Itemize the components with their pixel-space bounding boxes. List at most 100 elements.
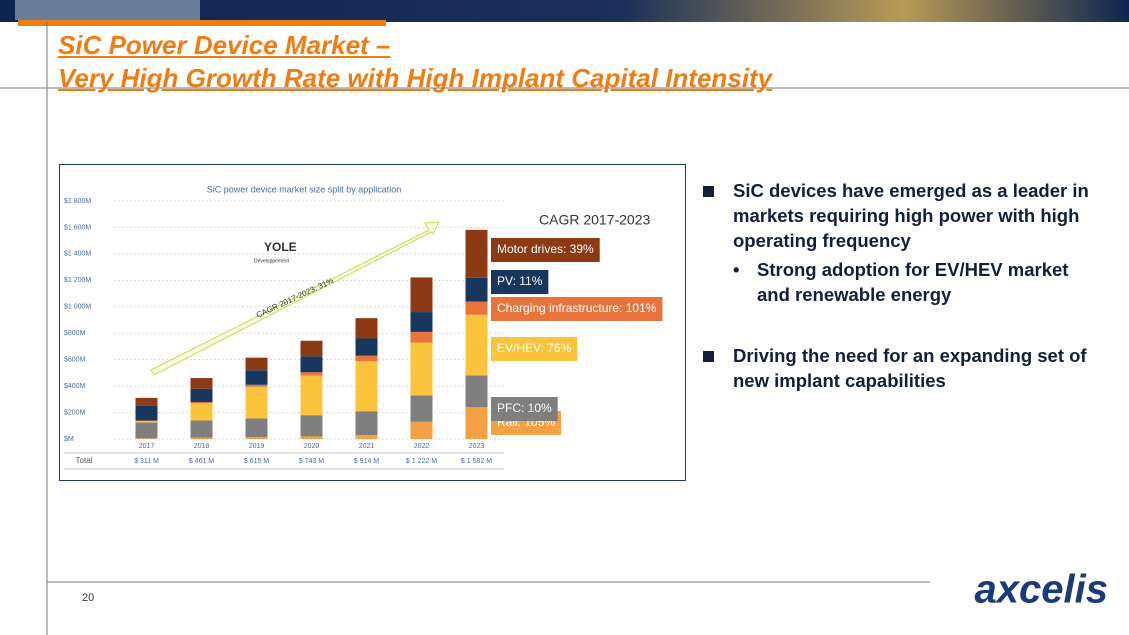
- total-label: $ 1 582 M: [461, 458, 492, 465]
- bar-segment: [410, 331, 433, 343]
- bar-segment: [245, 437, 268, 439]
- legend-entry: PV: 11%: [491, 270, 549, 294]
- legend-entry: Charging infrastructure: 101%: [491, 297, 663, 321]
- x-tick-label: 2017: [139, 443, 155, 450]
- y-tick-label: $400M: [64, 383, 86, 390]
- bar-segment: [410, 312, 433, 332]
- bar-segment: [135, 422, 158, 439]
- bar-segment: [245, 357, 268, 371]
- bar-segment: [245, 384, 268, 387]
- x-tick-label: 2020: [304, 443, 320, 450]
- legend-label: Charging infrastructure: 101%: [497, 301, 657, 315]
- bar-segment: [190, 403, 213, 421]
- bar-segment: [410, 277, 433, 313]
- legend-box: [491, 238, 600, 262]
- legend-box: [491, 297, 663, 321]
- sub-bullet: Strong adoption for EV/HEV market and re…: [733, 257, 1100, 307]
- orange-bar: [18, 20, 386, 26]
- x-tick-label: 2021: [359, 443, 375, 450]
- bar-segment: [355, 355, 378, 361]
- legend-entry: EV/HEV: 76%: [491, 337, 578, 361]
- bar-segment: [300, 356, 323, 373]
- cagr-arrow: [150, 221, 440, 376]
- x-tick-label: 2022: [414, 443, 430, 450]
- legend-entry: Motor drives: 39%: [491, 238, 600, 262]
- bar-segment: [300, 436, 323, 439]
- legend-box: [491, 337, 578, 361]
- title-line: SiC Power Device Market –: [58, 30, 391, 60]
- chart: SiC power device market size split by ap…: [59, 164, 686, 481]
- legend-box: [491, 270, 549, 294]
- total-label: $ 461 M: [189, 458, 214, 465]
- bar-segment: [355, 318, 378, 339]
- bar-segment: [465, 229, 488, 278]
- y-tick-label: $M: [64, 436, 74, 443]
- bar-segment: [465, 314, 488, 376]
- total-label: $ 311 M: [134, 458, 159, 465]
- logo-sub: Développement: [254, 258, 290, 264]
- y-tick-label: $200M: [64, 409, 86, 416]
- legend-label: EV/HEV: 76%: [497, 341, 572, 355]
- bar-segment: [245, 386, 268, 419]
- top-banner: [0, 0, 1129, 22]
- bar-segment: [190, 378, 213, 389]
- bar-segment: [300, 372, 323, 376]
- bar-segment: [245, 370, 268, 385]
- bar-segment: [135, 438, 158, 439]
- bar-segment: [355, 338, 378, 356]
- bar-segment: [190, 437, 213, 439]
- legend-label: PV: 11%: [497, 274, 543, 288]
- bar-segment: [355, 435, 378, 439]
- bar-segment: [190, 420, 213, 438]
- bar-segment: [355, 411, 378, 436]
- x-tick-label: 2018: [194, 443, 210, 450]
- bar-segment: [410, 395, 433, 422]
- logo: YOLE: [264, 240, 297, 254]
- legend-label: PFC: 10%: [497, 401, 552, 415]
- y-tick-label: $1 800M: [64, 198, 91, 205]
- bullet-list: SiC devices have emerged as a leader in …: [700, 178, 1100, 413]
- page-number: 20: [82, 592, 94, 604]
- y-tick-label: $1 400M: [64, 251, 91, 258]
- bar-segment: [465, 407, 488, 439]
- bar-segment: [465, 301, 488, 315]
- y-tick-label: $1 200M: [64, 277, 91, 284]
- bar-segment: [190, 388, 213, 402]
- bullet-text: Driving the need for an expanding set of…: [733, 345, 1087, 391]
- total-label: $ 1 222 M: [406, 458, 437, 465]
- y-tick-label: $1 600M: [64, 224, 91, 231]
- chart-title: SiC power device market size split by ap…: [207, 184, 402, 194]
- bar-segment: [300, 340, 323, 357]
- total-label: $ 615 M: [244, 458, 269, 465]
- total-label: $ 914 M: [354, 458, 379, 465]
- y-tick-label: $600M: [64, 357, 86, 364]
- bar-segment: [300, 415, 323, 437]
- legend-label: Motor drives: 39%: [497, 242, 594, 256]
- total-label: $ 743 M: [299, 458, 324, 465]
- y-tick-label: $800M: [64, 330, 86, 337]
- bar-segment: [410, 342, 433, 396]
- y-tick-label: $1 000M: [64, 304, 91, 311]
- bar-segment: [135, 405, 158, 421]
- bar-segment: [135, 420, 158, 422]
- bar-segment: [300, 375, 323, 416]
- legend-title: CAGR 2017-2023: [539, 212, 651, 228]
- bar-segment: [465, 375, 488, 408]
- bar-segment: [135, 397, 158, 406]
- bar-segment: [355, 360, 378, 412]
- total-row-label: Total: [76, 456, 93, 465]
- x-tick-label: 2019: [249, 443, 265, 450]
- bar-segment: [465, 277, 488, 302]
- bar-segment: [190, 401, 213, 404]
- legend-entry: PFC: 10%: [491, 397, 558, 421]
- banner-image: [15, 0, 200, 20]
- bar-segment: [410, 421, 433, 439]
- bullet: Driving the need for an expanding set of…: [700, 343, 1100, 393]
- bullet-text: SiC devices have emerged as a leader in …: [733, 180, 1089, 251]
- bullet: SiC devices have emerged as a leader in …: [700, 178, 1100, 307]
- x-tick-label: 2023: [469, 443, 485, 450]
- bar-segment: [135, 421, 158, 423]
- company-logo: axcelis: [975, 568, 1108, 612]
